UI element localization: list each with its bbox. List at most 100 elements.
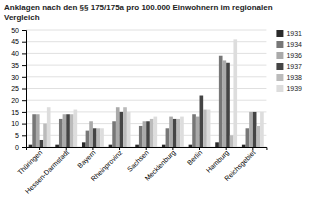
y-tick-label: 40 xyxy=(11,50,19,57)
y-tick-mark xyxy=(22,124,26,125)
legend-label: 1934 xyxy=(286,41,302,48)
legend: 193119341936193719381939 xyxy=(276,30,302,92)
bar xyxy=(127,112,131,147)
bar xyxy=(169,117,173,147)
y-tick: 35 xyxy=(11,62,26,69)
y-axis: 05101520253035404550 xyxy=(11,27,26,151)
y-tick-mark xyxy=(22,30,26,31)
bar xyxy=(146,121,150,147)
bar xyxy=(89,121,93,147)
bar xyxy=(100,128,104,147)
bar xyxy=(70,114,74,147)
bar xyxy=(177,119,181,147)
y-tick-mark xyxy=(22,135,26,136)
legend-swatch xyxy=(276,85,283,92)
bar xyxy=(36,114,40,147)
grid xyxy=(26,30,266,147)
y-tick-label: 10 xyxy=(11,120,19,127)
legend-item: 1931 xyxy=(276,30,302,37)
bar xyxy=(249,112,253,147)
bar xyxy=(86,131,90,147)
grid-line xyxy=(26,65,266,66)
y-tick-label: 35 xyxy=(11,62,19,69)
y-tick-label: 20 xyxy=(11,97,19,104)
bar xyxy=(153,117,157,147)
y-tick-label: 0 xyxy=(15,144,19,151)
y-tick-mark xyxy=(22,65,26,66)
y-tick-label: 50 xyxy=(11,27,19,34)
bar xyxy=(162,145,166,147)
bar xyxy=(135,145,139,147)
y-tick: 10 xyxy=(11,120,26,127)
bar-series xyxy=(32,56,249,147)
bar-series xyxy=(40,63,257,147)
bar xyxy=(43,124,47,147)
grid-line xyxy=(26,53,266,54)
chart-title-line: Anklagen nach den §§ 175/175a pro 100.00… xyxy=(4,3,273,12)
y-tick-mark xyxy=(22,147,26,148)
bar xyxy=(120,112,124,147)
chart-title: Anklagen nach den §§ 175/175a pro 100.00… xyxy=(4,3,273,22)
y-tick-mark xyxy=(22,100,26,101)
bar xyxy=(29,145,33,147)
legend-swatch xyxy=(276,41,283,48)
legend-item: 1934 xyxy=(276,41,302,48)
x-tick-label: Mecklenburg xyxy=(143,149,177,183)
grid-line xyxy=(26,111,266,112)
x-tick-label: Bayern xyxy=(76,149,97,170)
bar xyxy=(207,110,211,147)
bar xyxy=(40,140,44,147)
bar xyxy=(200,96,204,147)
grid-line xyxy=(26,88,266,89)
bar xyxy=(192,114,196,147)
bar xyxy=(180,117,184,147)
x-tick-label: Rheinprovinz xyxy=(90,148,125,183)
x-axis: ThüringenHessen-Darmstadt BayernRheinprov… xyxy=(16,147,267,195)
x-tick-label: Hamburg xyxy=(205,149,231,175)
y-tick: 30 xyxy=(11,74,26,81)
y-tick: 40 xyxy=(11,50,26,57)
y-axis-line xyxy=(22,31,27,148)
x-tick-label: Reichsgebiet xyxy=(223,149,257,183)
bar xyxy=(189,145,193,147)
grid-line xyxy=(26,76,266,77)
plot-area: 05101520253035404550ThüringenHessen-Darm… xyxy=(11,27,267,195)
grid-line xyxy=(26,100,266,101)
x-tick: Hessen-Darmstadt xyxy=(24,147,70,195)
x-tick: Rheinprovinz xyxy=(90,147,125,183)
chart-svg: Anklagen nach den §§ 175/175a pro 100.00… xyxy=(0,0,310,204)
y-tick: 0 xyxy=(15,144,26,151)
bar xyxy=(82,142,86,147)
x-tick: Thüringen xyxy=(16,147,44,177)
bar xyxy=(215,142,219,147)
x-tick: Reichsgebiet xyxy=(223,147,257,183)
x-tick-label: Berlin xyxy=(186,149,204,167)
bar xyxy=(109,145,113,147)
bar xyxy=(233,39,237,147)
bar xyxy=(93,128,97,147)
x-tick: Hamburg xyxy=(205,147,231,175)
y-tick-mark xyxy=(22,112,26,113)
bar xyxy=(55,145,59,147)
y-tick-mark xyxy=(22,89,26,90)
y-tick: 45 xyxy=(11,38,26,45)
x-tick: Sachsen xyxy=(126,147,150,173)
y-tick-label: 30 xyxy=(11,74,19,81)
legend-item: 1937 xyxy=(276,63,302,70)
bar xyxy=(112,121,116,147)
x-tick-label: Sachsen xyxy=(126,149,150,173)
bar xyxy=(139,126,143,147)
x-tick: Mecklenburg xyxy=(143,147,177,183)
bar xyxy=(223,60,227,147)
bar xyxy=(74,110,78,147)
y-tick: 5 xyxy=(15,132,26,139)
y-tick: 20 xyxy=(11,97,26,104)
y-tick-mark xyxy=(22,77,26,78)
bar xyxy=(116,107,120,147)
legend-label: 1937 xyxy=(286,63,302,70)
x-tick: Bayern xyxy=(76,147,97,170)
grid-line xyxy=(26,41,266,42)
y-tick: 15 xyxy=(11,109,26,116)
y-tick-label: 45 xyxy=(11,38,19,45)
legend-swatch xyxy=(276,63,283,70)
